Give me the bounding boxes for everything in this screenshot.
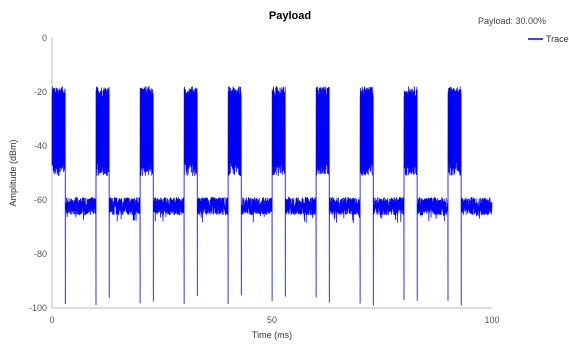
legend-label-trace: Trace [546,34,569,44]
y-axis-title: Amplitude (dBm) [8,139,18,206]
y-tick-label: -80 [34,249,47,259]
legend: Trace [528,34,569,44]
x-tick-label: 0 [49,315,54,325]
x-tick-labels: 0 50 100 [49,315,499,325]
y-tick-label: -100 [29,303,47,313]
y-tick-label: -60 [34,195,47,205]
y-tick-label: 0 [42,33,47,43]
payload-annotation: Payload: 30.00% [478,16,546,26]
y-tick-label: -20 [34,87,47,97]
x-tick-label: 100 [484,315,499,325]
y-tick-labels: 0 -20 -40 -60 -80 -100 [29,33,47,313]
plot-area [51,38,493,309]
x-tick-label: 50 [267,315,277,325]
x-axis-title: Time (ms) [252,330,292,340]
chart-title: Payload [269,10,311,22]
y-tick-label: -40 [34,141,47,151]
series-line-trace [51,86,493,306]
